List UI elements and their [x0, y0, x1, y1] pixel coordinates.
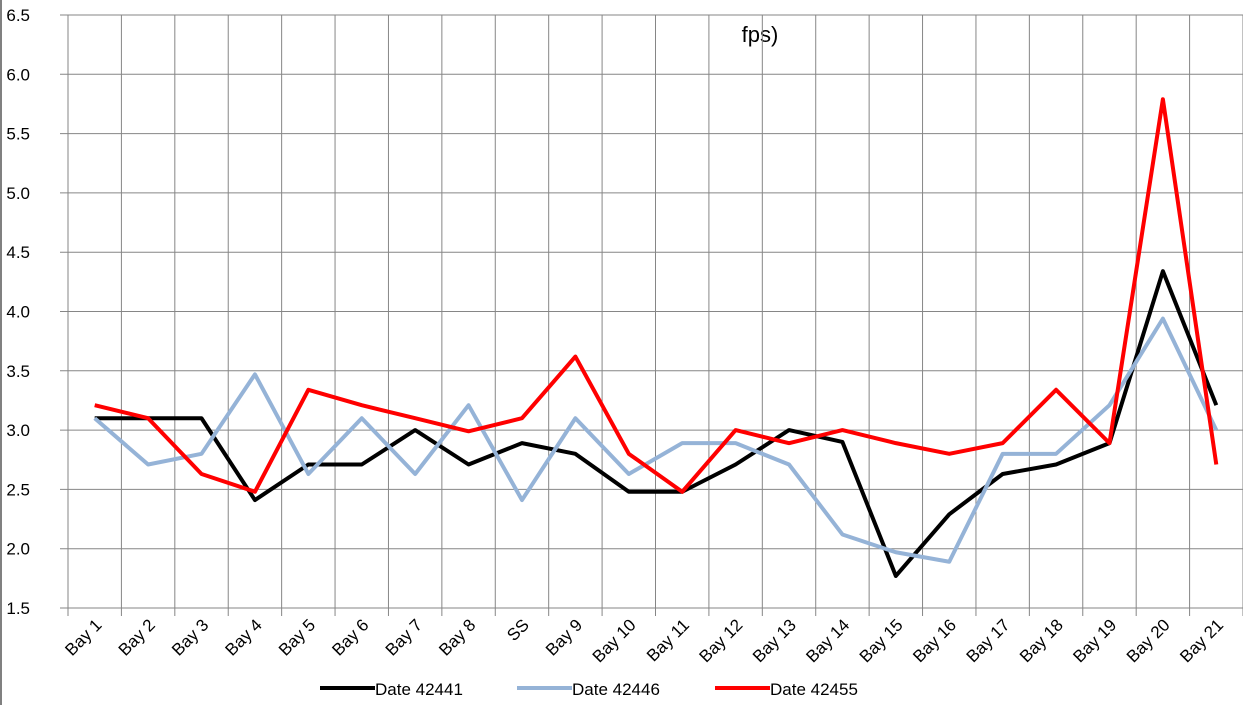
x-tick-label: Bay 12: [696, 615, 747, 666]
y-tick-label: 3.0: [6, 421, 30, 440]
y-tick-label: 6.5: [6, 6, 30, 25]
series-line: [94, 97, 1219, 494]
legend-label: Date 42446: [572, 680, 660, 699]
x-tick-label: Bay 18: [1016, 615, 1067, 666]
x-tick-label: SS: [503, 615, 532, 644]
legend-label: Date 42455: [770, 680, 858, 699]
series-line: [94, 269, 1219, 578]
x-tick-label: Bay 6: [328, 615, 372, 659]
x-tick-label: Bay 15: [856, 615, 907, 666]
y-tick-label: 5.0: [6, 184, 30, 203]
x-tick-label: Bay 17: [963, 615, 1014, 666]
series-line: [93, 316, 1219, 564]
x-tick-label: Bay 13: [749, 615, 800, 666]
y-tick-label: 2.0: [6, 540, 30, 559]
x-tick-label: Bay 14: [802, 615, 853, 666]
x-tick-label: Bay 16: [909, 615, 960, 666]
x-tick-label: Bay 3: [168, 615, 212, 659]
x-tick-label: Bay 5: [275, 615, 319, 659]
x-tick-label: Bay 10: [589, 615, 640, 666]
y-tick-label: 5.5: [6, 125, 30, 144]
x-tick-label: Bay 20: [1123, 615, 1174, 666]
x-tick-label: Bay 21: [1176, 615, 1227, 666]
legend-label: Date 42441: [375, 680, 463, 699]
y-tick-label: 2.5: [6, 480, 30, 499]
y-tick-label: 3.5: [6, 362, 30, 381]
x-tick-label: Bay 4: [222, 615, 266, 659]
x-tick-label: Bay 9: [542, 615, 586, 659]
x-tick-label: Bay 19: [1069, 615, 1120, 666]
chart-title: fps): [742, 22, 779, 47]
x-tick-label: Bay 7: [382, 615, 426, 659]
y-tick-label: 6.0: [6, 65, 30, 84]
y-tick-label: 4.5: [6, 243, 30, 262]
y-tick-label: 4.0: [6, 303, 30, 322]
x-tick-label: Bay 8: [435, 615, 479, 659]
x-tick-label: Bay 2: [115, 615, 159, 659]
y-tick-label: 1.5: [6, 599, 30, 618]
x-tick-label: Bay 11: [643, 615, 693, 665]
x-tick-label: Bay 1: [61, 615, 105, 659]
